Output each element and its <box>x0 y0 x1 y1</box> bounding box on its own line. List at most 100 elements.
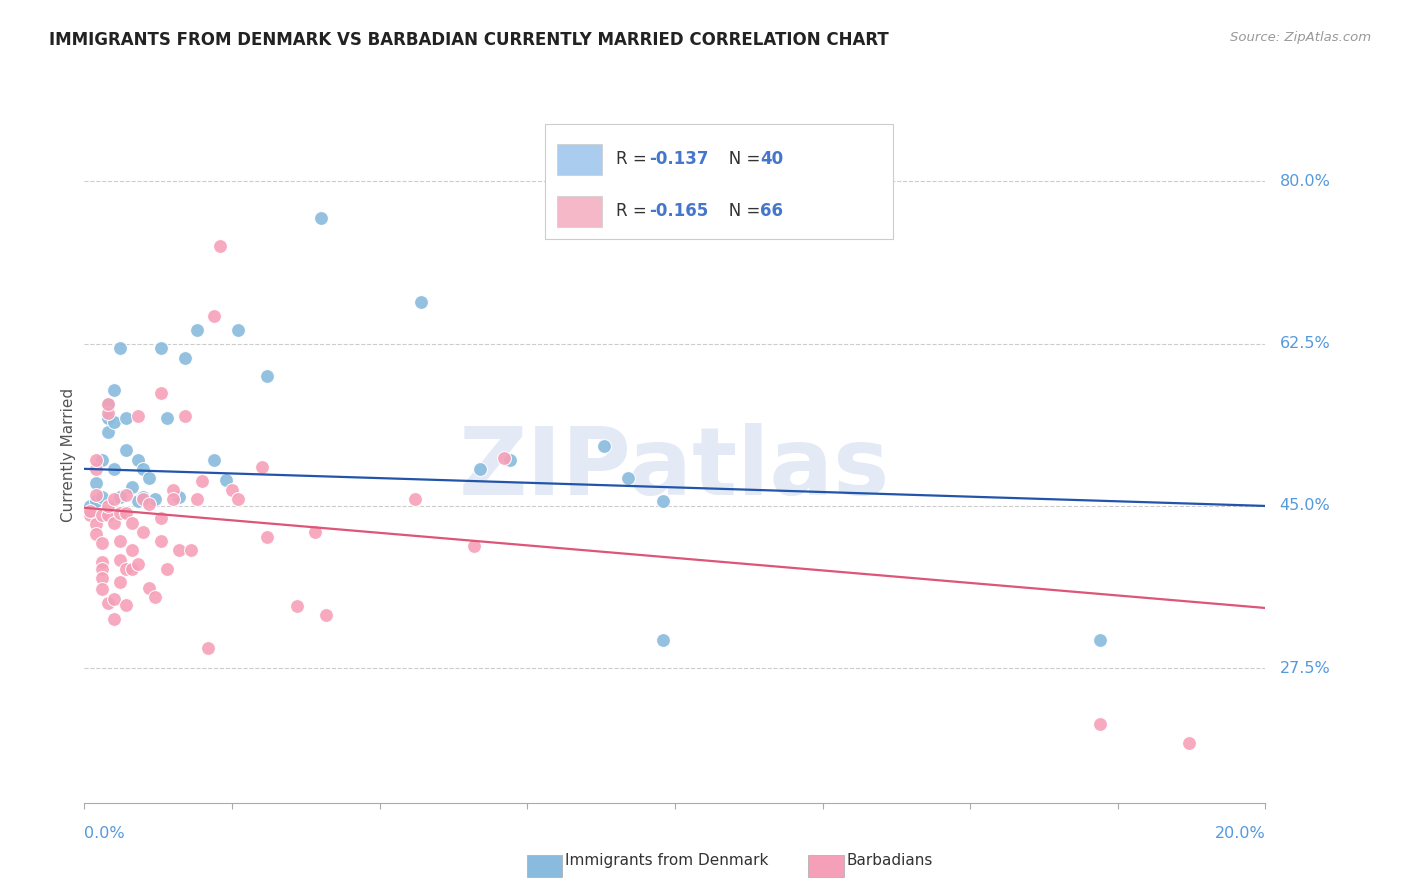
Point <box>79 508 101 523</box>
Point <box>97 410 120 425</box>
Point <box>150 385 173 400</box>
Point <box>162 492 184 507</box>
Point <box>285 599 308 614</box>
Point <box>91 490 114 504</box>
Point <box>150 511 173 525</box>
Point <box>121 480 143 494</box>
Point <box>197 640 219 655</box>
Point <box>616 471 638 485</box>
Point <box>103 492 125 507</box>
Text: 40: 40 <box>759 150 783 169</box>
Text: N =: N = <box>713 150 765 169</box>
Text: 66: 66 <box>759 202 783 220</box>
Point <box>84 462 107 476</box>
Point <box>114 562 136 576</box>
Point <box>103 462 125 476</box>
FancyBboxPatch shape <box>557 144 602 175</box>
Point <box>103 416 125 430</box>
Text: IMMIGRANTS FROM DENMARK VS BARBADIAN CURRENTLY MARRIED CORRELATION CHART: IMMIGRANTS FROM DENMARK VS BARBADIAN CUR… <box>49 31 889 49</box>
Point <box>191 474 214 488</box>
Point <box>132 524 155 539</box>
Point <box>143 491 166 506</box>
Point <box>156 410 179 425</box>
Point <box>97 425 120 439</box>
Point <box>167 490 190 504</box>
Point <box>121 562 143 576</box>
Point <box>652 633 675 648</box>
Text: ZIPatlas: ZIPatlas <box>460 423 890 515</box>
Point <box>468 462 491 476</box>
Point <box>138 497 160 511</box>
Point <box>404 492 426 507</box>
Point <box>304 524 326 539</box>
Point <box>79 503 101 517</box>
Point <box>114 598 136 612</box>
Point <box>108 534 131 549</box>
FancyBboxPatch shape <box>546 124 893 239</box>
Point <box>91 452 114 467</box>
Point <box>97 397 120 411</box>
Text: 62.5%: 62.5% <box>1279 336 1330 351</box>
Point <box>173 409 195 423</box>
Point <box>593 439 616 453</box>
Point <box>202 309 225 323</box>
Text: N =: N = <box>713 202 765 220</box>
Point <box>79 499 101 513</box>
Point <box>127 452 149 467</box>
Point <box>97 397 120 411</box>
Point <box>256 369 278 384</box>
Point <box>91 536 114 550</box>
Text: 27.5%: 27.5% <box>1279 661 1330 676</box>
Point <box>127 409 149 423</box>
Text: 80.0%: 80.0% <box>1279 174 1330 189</box>
Text: 20.0%: 20.0% <box>1215 826 1265 841</box>
Point <box>91 508 114 523</box>
Point <box>250 460 273 475</box>
Point <box>315 608 337 623</box>
Text: Source: ZipAtlas.com: Source: ZipAtlas.com <box>1230 31 1371 45</box>
Point <box>97 596 120 610</box>
Point <box>498 452 520 467</box>
Point <box>91 582 114 597</box>
Point <box>162 483 184 498</box>
Point <box>84 494 107 508</box>
Point <box>114 488 136 502</box>
Point <box>186 323 208 337</box>
Point <box>91 562 114 576</box>
Point <box>114 410 136 425</box>
Point <box>121 543 143 558</box>
Text: -0.165: -0.165 <box>650 202 709 220</box>
Point <box>97 508 120 523</box>
Point <box>108 341 131 355</box>
Point <box>150 534 173 549</box>
Point <box>156 562 179 576</box>
Text: Barbadians: Barbadians <box>846 854 932 868</box>
Point <box>84 488 107 502</box>
Point <box>309 211 332 226</box>
Point <box>492 450 515 465</box>
Point <box>256 530 278 544</box>
Point <box>173 351 195 365</box>
Point <box>1088 717 1111 731</box>
Point <box>121 516 143 530</box>
Point <box>138 581 160 595</box>
Point <box>138 471 160 485</box>
Point <box>108 574 131 589</box>
Point <box>114 443 136 458</box>
Point <box>167 543 190 558</box>
Point <box>652 494 675 508</box>
Point <box>103 516 125 530</box>
Point <box>84 452 107 467</box>
Point <box>108 507 131 521</box>
Point <box>127 494 149 508</box>
Point <box>226 492 249 507</box>
Text: Immigrants from Denmark: Immigrants from Denmark <box>565 854 769 868</box>
Text: R =: R = <box>616 202 652 220</box>
Point <box>463 539 485 553</box>
Point <box>209 239 232 253</box>
Point <box>1177 735 1199 749</box>
Point <box>103 591 125 606</box>
Text: 0.0%: 0.0% <box>84 826 125 841</box>
Point <box>221 483 243 498</box>
Point <box>91 571 114 585</box>
